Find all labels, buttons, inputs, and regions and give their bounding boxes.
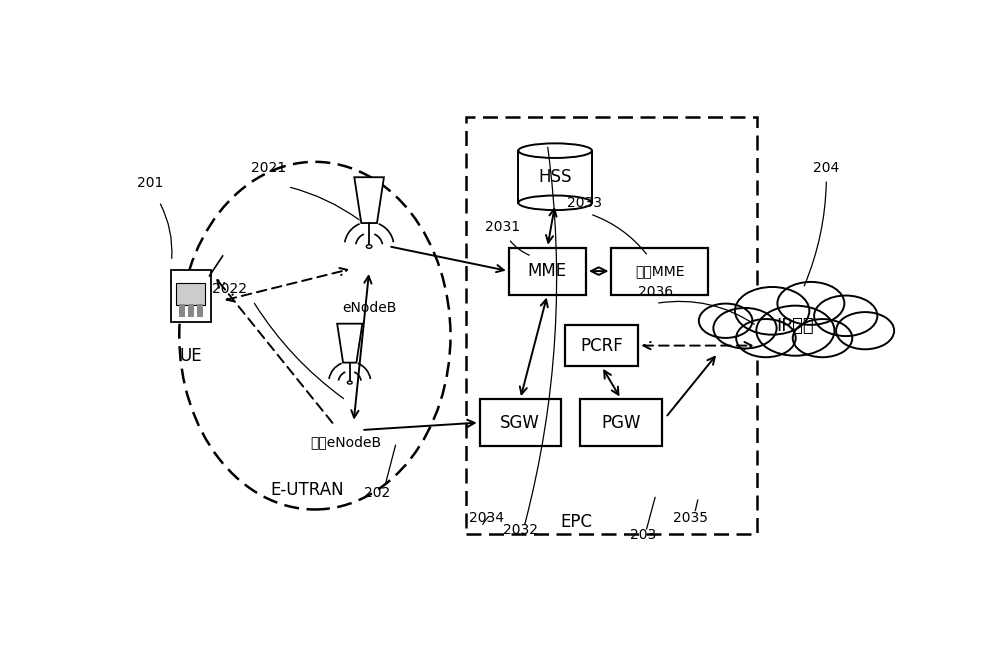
Ellipse shape	[518, 195, 592, 210]
Text: 2022: 2022	[212, 283, 247, 297]
Bar	[179, 307, 185, 310]
Text: UE: UE	[180, 346, 202, 364]
Bar	[197, 310, 203, 314]
Text: 202: 202	[364, 486, 390, 500]
Circle shape	[756, 306, 834, 356]
Text: 2032: 2032	[503, 523, 538, 537]
Circle shape	[347, 381, 352, 384]
Bar	[466, 117, 757, 534]
Bar	[197, 304, 203, 307]
Text: HSS: HSS	[538, 168, 572, 186]
Circle shape	[735, 287, 809, 335]
Ellipse shape	[518, 143, 592, 158]
Bar	[179, 313, 185, 317]
Text: EPC: EPC	[560, 513, 592, 531]
Circle shape	[836, 312, 894, 350]
Bar	[188, 313, 194, 317]
Polygon shape	[337, 324, 362, 362]
Text: 其它MME: 其它MME	[635, 264, 684, 278]
Bar	[565, 325, 638, 366]
Bar	[179, 310, 185, 314]
Circle shape	[699, 304, 752, 338]
Text: 2034: 2034	[469, 511, 504, 525]
Circle shape	[713, 308, 777, 348]
Text: 2036: 2036	[638, 285, 673, 299]
Polygon shape	[354, 177, 384, 223]
Text: 2033: 2033	[567, 195, 602, 210]
Text: eNodeB: eNodeB	[342, 301, 396, 315]
Text: 2021: 2021	[251, 161, 286, 175]
Bar	[176, 283, 205, 305]
Text: 204: 204	[813, 161, 840, 175]
Bar	[188, 304, 194, 307]
Text: MME: MME	[528, 262, 567, 280]
Text: E-UTRAN: E-UTRAN	[270, 481, 344, 499]
Bar	[197, 307, 203, 310]
Bar	[179, 304, 185, 307]
Circle shape	[814, 295, 877, 336]
Text: 2035: 2035	[673, 511, 708, 525]
Text: IP业务: IP业务	[777, 317, 814, 335]
Bar	[171, 270, 211, 322]
Bar	[580, 399, 662, 446]
Bar	[188, 307, 194, 310]
Text: SGW: SGW	[500, 413, 540, 432]
Text: 203: 203	[630, 528, 656, 542]
Text: PCRF: PCRF	[580, 337, 623, 355]
Text: 201: 201	[137, 175, 163, 190]
Bar	[509, 248, 586, 295]
Text: 2031: 2031	[485, 221, 520, 234]
Bar	[197, 313, 203, 317]
Circle shape	[777, 282, 844, 325]
Bar	[480, 399, 561, 446]
Circle shape	[793, 319, 852, 357]
Circle shape	[366, 244, 372, 248]
Bar	[518, 151, 592, 203]
Text: 其它eNodeB: 其它eNodeB	[310, 435, 381, 450]
Bar	[188, 310, 194, 314]
Bar	[611, 248, 708, 295]
Circle shape	[736, 319, 796, 357]
Text: PGW: PGW	[601, 413, 641, 432]
